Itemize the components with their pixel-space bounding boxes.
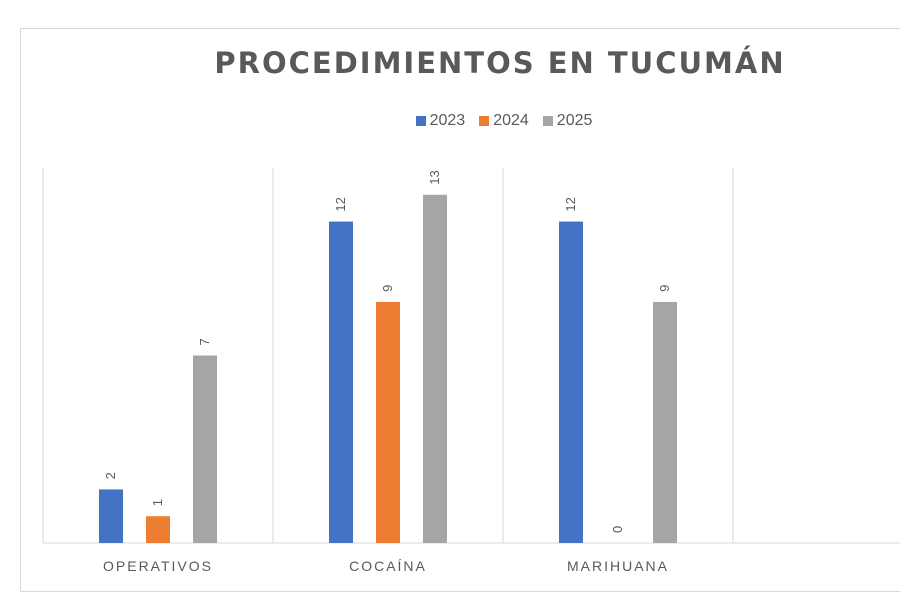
bar-2025 [423,194,447,544]
data-label: 12 [563,197,578,211]
legend-item-2025: 2025 [542,112,593,130]
legend-label: 2025 [556,112,593,129]
data-label: 9 [380,285,395,292]
category-label: OPERATIVOS [103,558,213,574]
legend: 2023 2024 2025 [0,112,900,130]
bar-2025 [653,301,677,543]
chart-area [20,28,900,592]
data-label: 7 [197,338,212,345]
data-label: 13 [427,170,442,184]
legend-swatch [479,116,490,126]
data-label: 12 [333,197,348,211]
bar-2024 [146,516,170,543]
legend-swatch [415,116,426,126]
data-label: 2 [103,472,118,479]
bar-2023 [99,489,123,543]
bar-2025 [193,355,217,543]
data-label: 9 [657,285,672,292]
legend-item-2023: 2023 [415,112,466,130]
bar-2023 [329,221,353,544]
data-label: 0 [610,526,625,533]
legend-label: 2024 [493,112,529,129]
category-label: MARIHUANA [567,558,669,574]
category-label: COCAÍNA [349,558,427,574]
legend-item-2024: 2024 [479,112,529,130]
data-label: 1 [150,499,165,506]
bar-2023 [559,221,583,544]
bar-2024 [376,301,400,543]
chart-title: PROCEDIMIENTOS EN TUCUMÁN [214,46,786,80]
legend-swatch [542,116,553,126]
legend-label: 2023 [429,112,466,129]
